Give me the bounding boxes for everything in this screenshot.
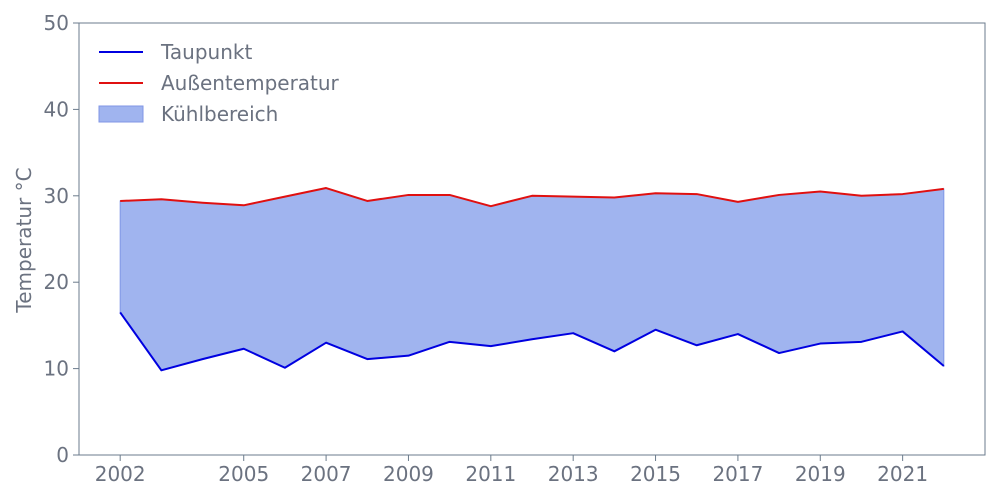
y-tick-label: 0	[56, 443, 69, 467]
x-tick-label: 2015	[630, 462, 681, 486]
x-tick-label: 2021	[877, 462, 928, 486]
x-tick-label: 2007	[301, 462, 352, 486]
y-tick-label: 40	[44, 97, 69, 121]
x-tick-label: 2005	[218, 462, 269, 486]
y-tick-label: 10	[44, 357, 69, 381]
legend: Taupunkt Außentemperatur Kühlbereich	[98, 40, 340, 126]
legend-swatch-kuehlbereich	[98, 105, 144, 123]
plot-frame	[78, 22, 986, 456]
series-line-taupunkt	[119, 311, 945, 372]
y-axis-title: Temperatur °C	[12, 167, 36, 313]
x-tick-label: 2011	[465, 462, 516, 486]
x-axis: 2002 2005 2007 2009 2011 2013 2015 2017 2019 2021	[95, 455, 928, 486]
x-tick-label: 2009	[383, 462, 434, 486]
x-tick-label: 2002	[95, 462, 146, 486]
x-tick-label: 2017	[712, 462, 763, 486]
y-tick-label: 20	[44, 270, 69, 294]
x-tick-label: 2013	[548, 462, 599, 486]
legend-label-aussentemperatur: Außentemperatur	[161, 71, 340, 95]
y-tick-label: 50	[44, 11, 69, 35]
series-line-aussentemperatur	[120, 187, 944, 208]
series-lines	[119, 187, 945, 372]
y-tick-label: 30	[44, 184, 69, 208]
legend-label-kuehlbereich: Kühlbereich	[161, 102, 278, 126]
legend-label-taupunkt: Taupunkt	[160, 40, 252, 64]
y-axis: 0 10 20 30 40 50	[44, 11, 79, 467]
x-tick-label: 2019	[795, 462, 846, 486]
